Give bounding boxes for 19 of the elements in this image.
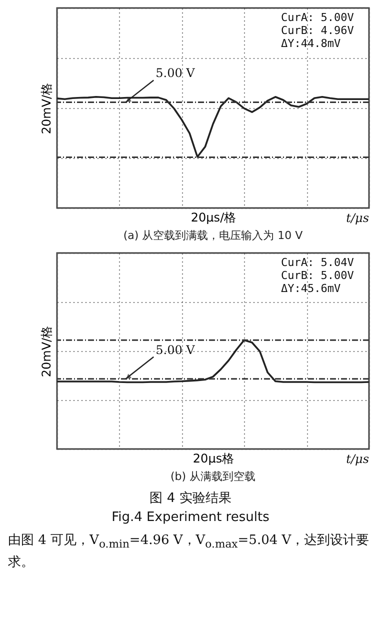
x-axis-title: 20μs格 <box>192 452 234 466</box>
caption: Fig.4 Experiment results <box>110 510 270 525</box>
y-axis-title: 20mV/格 <box>40 82 54 134</box>
ref-line-label: 5.00 V <box>156 66 196 80</box>
text: CurB: 5.00V <box>281 269 354 282</box>
caption: 图 4 实验结果 <box>148 490 232 507</box>
text: CurB: 4.96V <box>281 24 354 37</box>
text: ΔY:44.8mV <box>281 37 341 50</box>
text: CurA: 5.00V <box>281 11 354 24</box>
ref-line-label: 5.00 V <box>156 342 196 357</box>
text: 由图 4 可见，V$_{o.min}$=4.96 V，V$_{o.max}$=5.04 V，达到设计要求。 <box>8 533 370 570</box>
x-axis-title: 20μs/格 <box>190 210 236 224</box>
text: t/μs <box>346 452 369 466</box>
text: (b) 从满载到空载 <box>170 470 256 483</box>
text: CurA: 5.04V <box>281 256 354 269</box>
text: (a) 从空载到满载，电压输入为 10 V <box>123 229 304 242</box>
text: t/μs <box>346 211 369 225</box>
text: ΔY:45.6mV <box>281 282 341 295</box>
y-axis-title: 20mV/格 <box>40 326 54 378</box>
